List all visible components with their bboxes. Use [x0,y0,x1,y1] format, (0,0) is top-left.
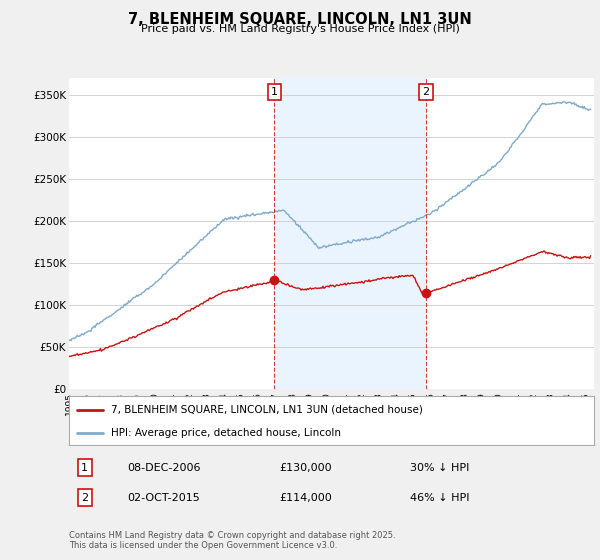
Text: 08-DEC-2006: 08-DEC-2006 [127,463,200,473]
Text: 1: 1 [81,463,88,473]
Text: 7, BLENHEIM SQUARE, LINCOLN, LN1 3UN: 7, BLENHEIM SQUARE, LINCOLN, LN1 3UN [128,12,472,27]
Text: £130,000: £130,000 [279,463,332,473]
Text: 1: 1 [271,87,278,97]
Text: 46% ↓ HPI: 46% ↓ HPI [410,493,470,503]
Bar [274,78,426,389]
Text: Price paid vs. HM Land Registry's House Price Index (HPI): Price paid vs. HM Land Registry's House … [140,24,460,34]
Text: 30% ↓ HPI: 30% ↓ HPI [410,463,470,473]
Text: 7, BLENHEIM SQUARE, LINCOLN, LN1 3UN (detached house): 7, BLENHEIM SQUARE, LINCOLN, LN1 3UN (de… [111,405,423,415]
Text: 2: 2 [422,87,430,97]
Text: 02-OCT-2015: 02-OCT-2015 [127,493,199,503]
Text: HPI: Average price, detached house, Lincoln: HPI: Average price, detached house, Linc… [111,428,341,438]
Text: £114,000: £114,000 [279,493,332,503]
Text: Contains HM Land Registry data © Crown copyright and database right 2025.
This d: Contains HM Land Registry data © Crown c… [69,531,395,550]
Text: 2: 2 [81,493,88,503]
